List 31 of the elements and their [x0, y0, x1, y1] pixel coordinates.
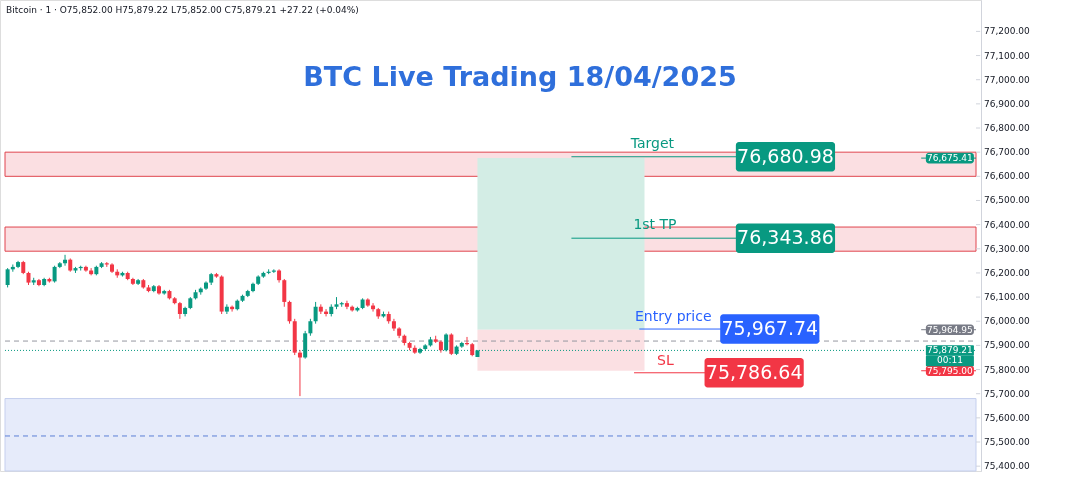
y-tick-label: 76,200.00 — [984, 267, 1031, 278]
y-tick-label: 76,000.00 — [984, 316, 1031, 327]
y-tick-label: 75,600.00 — [984, 412, 1031, 423]
y-tick-label: 75,500.00 — [984, 437, 1031, 448]
y-tick-label: 77,000.00 — [984, 74, 1031, 85]
ref-line-label: 76,680.98 — [737, 144, 834, 167]
y-tick-label: 76,500.00 — [984, 195, 1031, 206]
y-tick-label: 76,900.00 — [984, 98, 1031, 109]
y-tick-label: 76,300.00 — [984, 243, 1031, 254]
y-tick-label: 76,400.00 — [984, 219, 1031, 230]
annotation: Target — [629, 134, 675, 151]
y-tick-label: 75,400.00 — [984, 461, 1031, 472]
ref-line-label: 75,786.64 — [705, 360, 803, 383]
y-tick-label: 76,600.00 — [984, 171, 1031, 182]
annotation: 1st TP — [633, 216, 677, 233]
ref-line-label: 75,967.74 — [721, 317, 819, 340]
text: Bitcoin · 1 · O75,852.00 H75,879.22 L75,852.00 C75,879.21 +27.22 (+0.04%) — [6, 5, 359, 15]
annotation: 75,879.21 — [926, 345, 973, 356]
y-tick-label: 76,700.00 — [984, 147, 1031, 158]
ref-line-label: 76,343.86 — [737, 226, 834, 249]
y-tick-label: 75,800.00 — [984, 364, 1031, 375]
annotation: Entry price — [634, 308, 712, 325]
text: BTC Live Trading 18/04/2025 — [303, 61, 737, 92]
y-tick-label: 76,800.00 — [984, 123, 1031, 134]
y-tick-label: 77,100.00 — [984, 50, 1031, 61]
annotation: 00:11 — [936, 355, 963, 366]
y-tick-label: 75,700.00 — [984, 388, 1031, 399]
y-tick-label: 75,900.00 — [984, 340, 1031, 351]
y-tick-label: 77,200.00 — [984, 26, 1031, 37]
annotation: SL — [657, 351, 674, 368]
y-tick-label: 76,100.00 — [984, 292, 1031, 303]
